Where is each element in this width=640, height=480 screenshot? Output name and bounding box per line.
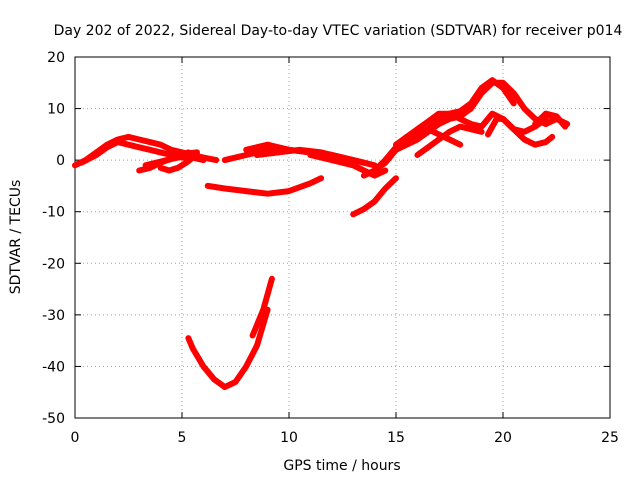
series-arc-17 (393, 126, 464, 148)
series-arc-7 (249, 275, 275, 339)
x-tick-label: 25 (601, 430, 619, 446)
x-axis-label: GPS time / hours (283, 458, 400, 474)
y-tick-label: 10 (47, 102, 65, 118)
y-tick-label: 20 (47, 50, 65, 66)
series-arc-21 (542, 110, 571, 127)
series-arc-18 (414, 123, 485, 158)
x-tick-label: 10 (280, 430, 298, 446)
x-tick-label: 15 (387, 430, 405, 446)
y-tick-label: -20 (42, 256, 65, 272)
y-tick-label: -30 (42, 308, 65, 324)
axis-ticks: 0 5 10 15 20 25 -50 -40 -30 -20 -10 0 10 20 (42, 50, 619, 446)
y-tick-label: -50 (42, 411, 65, 427)
series-arc-12 (307, 152, 389, 179)
series-arc-6 (185, 306, 271, 391)
data-series (72, 77, 571, 391)
x-tick-label: 5 (178, 430, 187, 446)
series-arc-19 (485, 115, 556, 148)
series-arc-5 (157, 154, 196, 174)
series-arc-15 (371, 79, 560, 174)
y-tick-label: -10 (42, 205, 65, 221)
x-tick-label: 20 (494, 430, 512, 446)
chart-title: Day 202 of 2022, Sidereal Day-to-day VTE… (54, 23, 623, 39)
series-arc-4 (142, 149, 200, 169)
series-arc-13 (350, 175, 399, 218)
y-axis-label: SDTVAR / TECUs (8, 180, 24, 295)
plot-frame (74, 56, 611, 419)
y-tick-label: 0 (56, 153, 65, 169)
series-arc-11 (253, 146, 367, 166)
y-tick-label: -40 (42, 359, 65, 375)
x-tick-label: 0 (71, 430, 80, 446)
series-arc-8 (204, 175, 325, 197)
